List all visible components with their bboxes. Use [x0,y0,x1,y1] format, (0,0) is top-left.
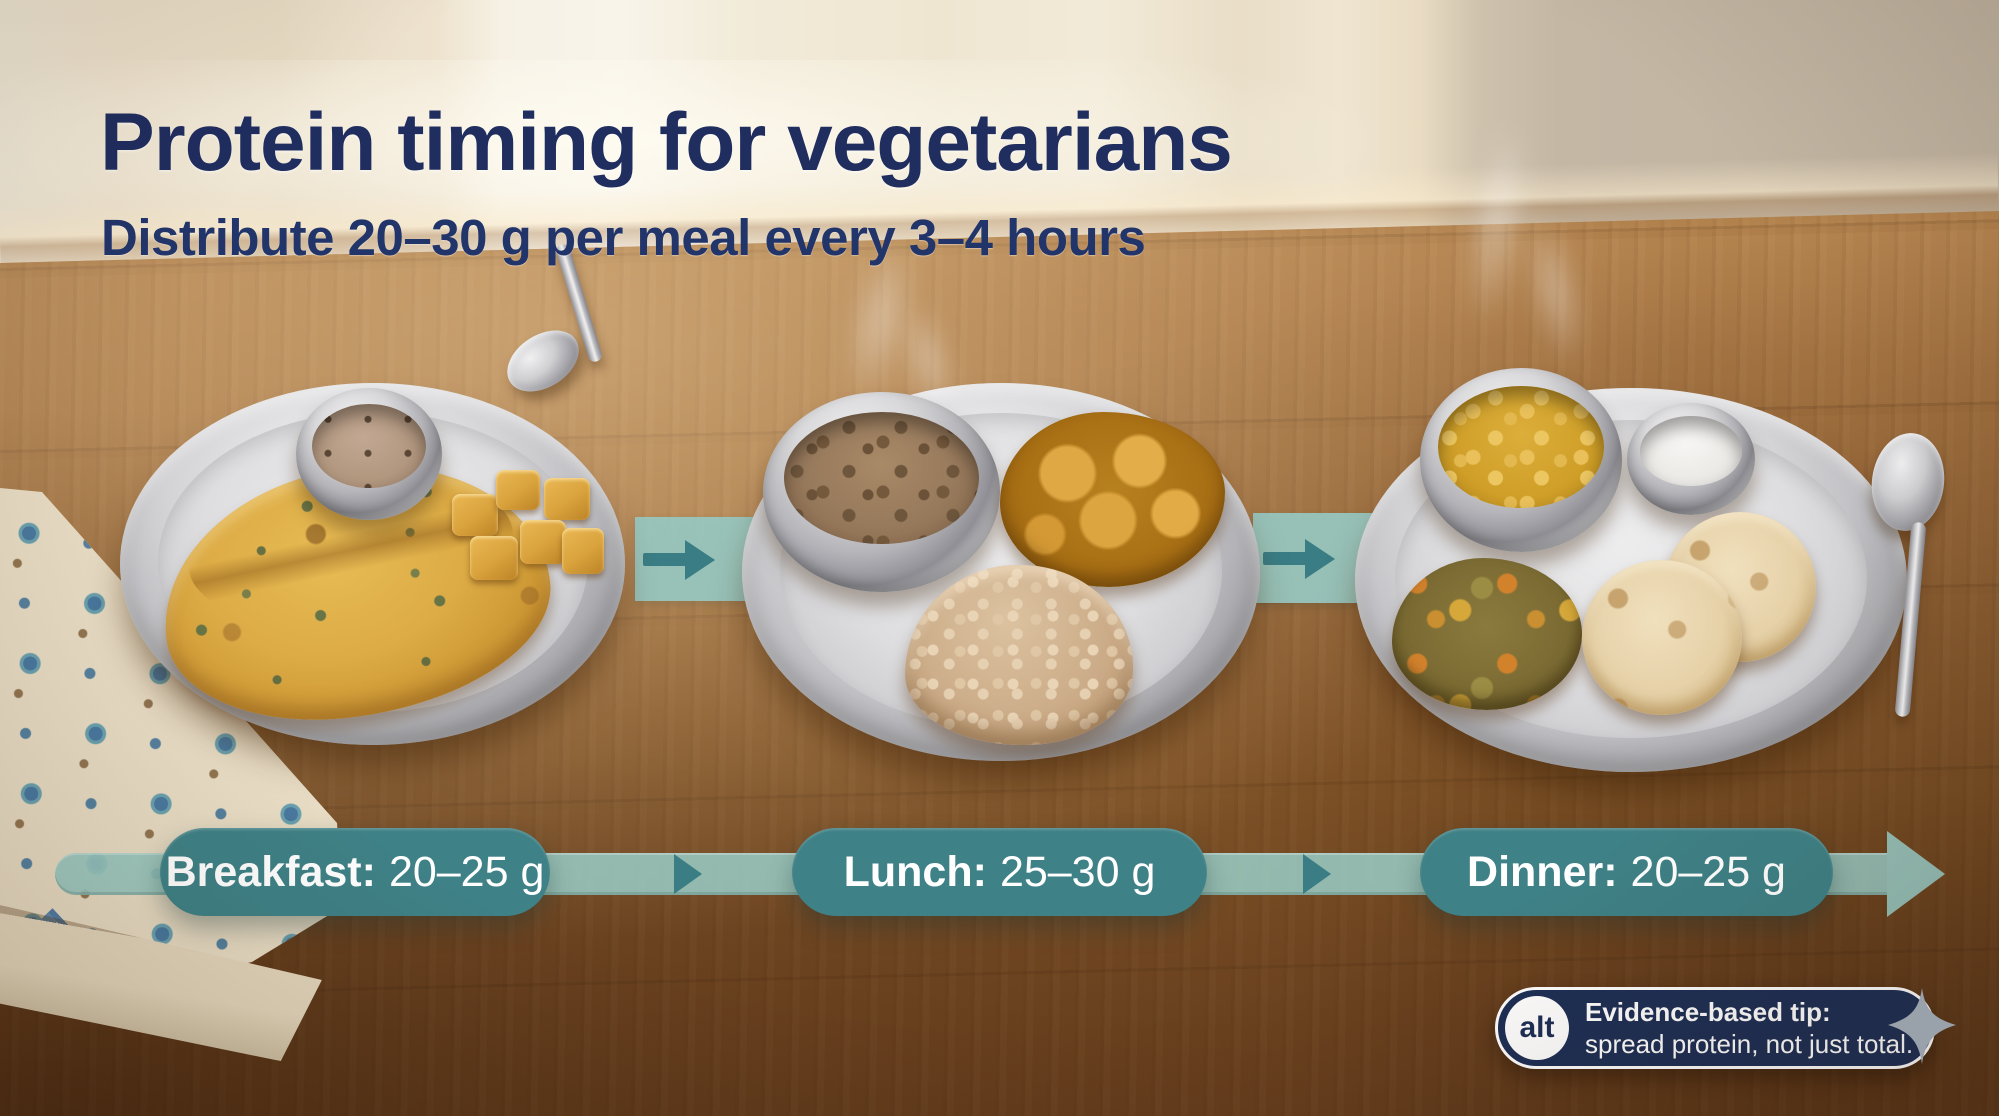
chana-dal [1438,386,1604,508]
badge-dinner-value: 20–25 g [1630,847,1786,896]
dal-makhani [784,412,979,544]
page-subtitle: Distribute 20–30 g per meal every 3–4 ho… [101,209,1146,266]
flow-arrow-icon [643,553,688,566]
vegetable-sabzi [1392,558,1582,710]
dal-bowl [763,392,1000,592]
flow-band-1 [635,517,755,601]
badge-dinner-label: Dinner: [1467,847,1618,896]
yogurt [1639,416,1743,486]
badge-dinner: Dinner: 20–25 g [1420,828,1833,916]
page-title: Protein timing for vegetarians [100,97,1233,188]
timeline-arrowhead-icon [1887,831,1948,917]
yogurt-bowl [1627,403,1755,515]
puri-front [1582,560,1742,715]
timeline-step-arrow-icon [1303,854,1334,894]
chana-dal-bowl [1420,368,1622,552]
chutney-bowl [296,388,442,520]
paneer-curry [1000,412,1225,587]
brown-rice-mound [905,565,1133,745]
flow-arrowhead-icon [1305,539,1338,579]
flow-arrowhead-icon [685,540,718,580]
tip-text-rest: spread protein, not just total. [1585,1029,1914,1059]
badge-lunch-value: 25–30 g [999,847,1156,896]
badge-lunch: Lunch: 25–30 g [792,828,1207,916]
badge-lunch-label: Lunch: [843,847,987,896]
badge-breakfast-value: 20–25 g [388,847,545,896]
paneer-cubes [448,468,608,593]
evidence-tip-badge: alt Evidence-based tip: spread protein, … [1495,987,1935,1069]
flow-band-2 [1253,513,1372,603]
tip-text-bold: Evidence-based tip: [1585,997,1831,1027]
badge-breakfast: Breakfast: 20–25 g [160,828,550,916]
sparkle-icon [1888,988,1956,1064]
chutney [312,403,426,489]
alt-icon: alt [1505,996,1569,1060]
badge-breakfast-label: Breakfast: [165,847,376,896]
flow-arrow-icon [1263,552,1308,565]
tip-text: Evidence-based tip: spread protein, not … [1585,996,1915,1060]
timeline-step-arrow-icon [674,854,705,894]
